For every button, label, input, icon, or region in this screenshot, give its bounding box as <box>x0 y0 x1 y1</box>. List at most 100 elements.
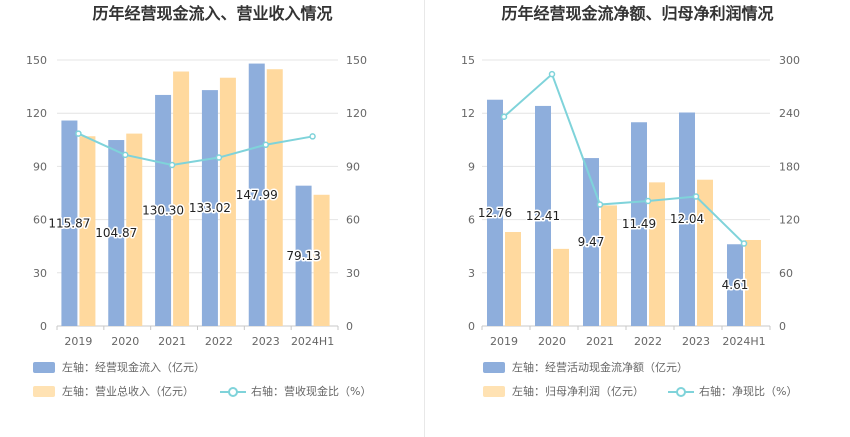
legend-label-inflow: 左轴：经营现金流入（亿元） <box>62 361 205 374</box>
data-label: 104.87 <box>95 226 137 240</box>
left-axis-tick-label: 30 <box>33 267 47 280</box>
right-axis-tick-label: 240 <box>779 107 800 120</box>
chart-title: 历年经营现金流净额、归母净利润情况 <box>501 4 774 23</box>
bar-series-1 <box>295 185 312 326</box>
bar-series-2 <box>553 248 569 326</box>
legend-line-marker-icon <box>668 386 694 397</box>
data-label: 115.87 <box>48 216 90 230</box>
legend-item-inflow[interactable]: 左轴：经营现金流入（亿元） <box>33 359 205 375</box>
data-label: 9.47 <box>578 235 605 249</box>
cash-inflow-revenue-chart: 0 30 60 90 120 150 0 30 60 90 120 150 2019 2020 2021 20… <box>26 54 367 348</box>
right-axis-tick-label: 90 <box>346 160 360 173</box>
line-point <box>309 133 316 140</box>
line-point <box>740 240 748 247</box>
bar-series-2 <box>505 232 521 326</box>
line-point <box>122 151 129 159</box>
legend-item-net-cash[interactable]: 左轴：经营活动现金流净额（亿元） <box>483 359 688 375</box>
gridlines <box>57 59 338 274</box>
right-axis-tick-label: 60 <box>346 214 360 227</box>
bar-series-1 <box>727 244 743 326</box>
right-axis-tick-label: 60 <box>779 267 793 280</box>
legend-swatch-revenue <box>33 385 55 397</box>
net-cash-profit-chart: 0 3 6 9 12 15 0 60 120 180 240 300 2019 2020 2021 2022 2… <box>461 54 800 348</box>
panel-divider <box>424 0 425 437</box>
bar-series-1 <box>201 90 218 326</box>
line-point <box>596 201 604 208</box>
bar-series-1 <box>248 63 265 327</box>
gridlines <box>482 59 770 274</box>
data-label: 12.76 <box>478 206 512 220</box>
legend-item-revenue[interactable]: 左轴：营业总收入（亿元） <box>33 383 194 399</box>
legend-label-revenue: 左轴：营业总收入（亿元） <box>62 385 194 398</box>
line-point <box>548 70 556 78</box>
data-label: 79.13 <box>286 249 320 263</box>
line-series <box>78 132 313 166</box>
x-axis-tick-label: 2023 <box>682 335 710 348</box>
line-series <box>503 72 745 245</box>
line-point <box>168 161 176 169</box>
net-cash-profit-panel: 历年经营现金流净额、归母净利润情况 0 3 6 9 12 15 0 60 120 180 240 30… <box>425 0 850 437</box>
right-axis-tick-label: 300 <box>779 54 800 67</box>
line-point <box>75 130 82 137</box>
bar-series-2 <box>173 71 190 326</box>
bar-series-2 <box>79 136 96 326</box>
bar-series-1 <box>535 105 551 326</box>
bar-series-1 <box>155 94 172 327</box>
bar-series-2 <box>266 69 283 326</box>
bar-series-1 <box>631 122 647 326</box>
right-axis-tick-label: 0 <box>779 320 786 333</box>
legend-item-cash-ratio[interactable]: 右轴：营收现金比（%） <box>220 383 371 399</box>
legend-swatch-inflow <box>33 361 55 373</box>
right-axis-tick-label: 30 <box>346 267 360 280</box>
legend-label-net-cash-ratio: 右轴：净现比（%） <box>699 385 798 398</box>
bar-series-2 <box>126 133 143 326</box>
data-label: 147.99 <box>236 188 278 202</box>
chart-title: 历年经营现金流入、营业收入情况 <box>92 4 333 23</box>
legend-label-net-cash: 左轴：经营活动现金流净额（亿元） <box>512 361 688 374</box>
left-axis-tick-label: 60 <box>33 214 47 227</box>
x-axis-tick-label: 2022 <box>634 335 662 348</box>
x-axis-tick-label: 2021 <box>586 335 614 348</box>
left-axis-tick-label: 120 <box>26 107 47 120</box>
bar-series-2 <box>219 77 236 326</box>
left-axis-tick-label: 15 <box>461 54 475 67</box>
data-label: 133.02 <box>189 201 231 215</box>
cash-inflow-revenue-panel: 历年经营现金流入、营业收入情况 0 30 60 90 120 150 0 30 60 90 120 1… <box>26 4 371 399</box>
line-point <box>644 197 652 205</box>
x-axis-tick-label: 2020 <box>111 335 139 348</box>
left-axis-tick-label: 3 <box>468 267 475 280</box>
legend-item-net-cash-ratio[interactable]: 右轴：净现比（%） <box>668 383 797 399</box>
legend-swatch-net-profit <box>483 385 505 397</box>
legend-label-net-profit: 左轴：归母净利润（亿元） <box>512 385 644 398</box>
bar-series-2 <box>601 205 617 326</box>
line-point <box>692 193 700 200</box>
bar-series-2 <box>745 239 761 326</box>
left-axis-tick-label: 150 <box>26 54 47 67</box>
x-axis-tick-label: 2024H1 <box>291 335 334 348</box>
line-point <box>262 141 269 149</box>
bar-series-2 <box>697 179 713 326</box>
bar-series-1 <box>108 140 125 326</box>
legend-label-cash-ratio: 右轴：营收现金比（%） <box>251 385 372 398</box>
line-point <box>215 154 223 161</box>
x-axis-tick-label: 2024H1 <box>722 335 765 348</box>
data-label: 130.30 <box>142 203 184 217</box>
right-axis-tick-label: 150 <box>346 54 367 67</box>
left-axis-tick-label: 0 <box>40 320 47 333</box>
bar-series-2 <box>649 182 665 326</box>
data-label: 4.61 <box>722 278 749 292</box>
x-axis-tick-label: 2021 <box>158 335 186 348</box>
bar-series-1 <box>583 158 599 326</box>
data-label: 12.04 <box>670 212 704 226</box>
bar-series-2 <box>313 194 330 326</box>
legend-item-net-profit[interactable]: 左轴：归母净利润（亿元） <box>483 383 644 399</box>
x-axis-tick-label: 2020 <box>538 335 566 348</box>
x-axis-tick-label: 2023 <box>252 335 280 348</box>
left-axis-tick-label: 9 <box>468 160 475 173</box>
left-axis-tick-label: 12 <box>461 107 475 120</box>
left-axis-tick-label: 6 <box>468 214 475 227</box>
left-axis-tick-label: 90 <box>33 160 47 173</box>
right-axis-tick-label: 0 <box>346 320 353 333</box>
right-axis-tick-label: 180 <box>779 160 800 173</box>
